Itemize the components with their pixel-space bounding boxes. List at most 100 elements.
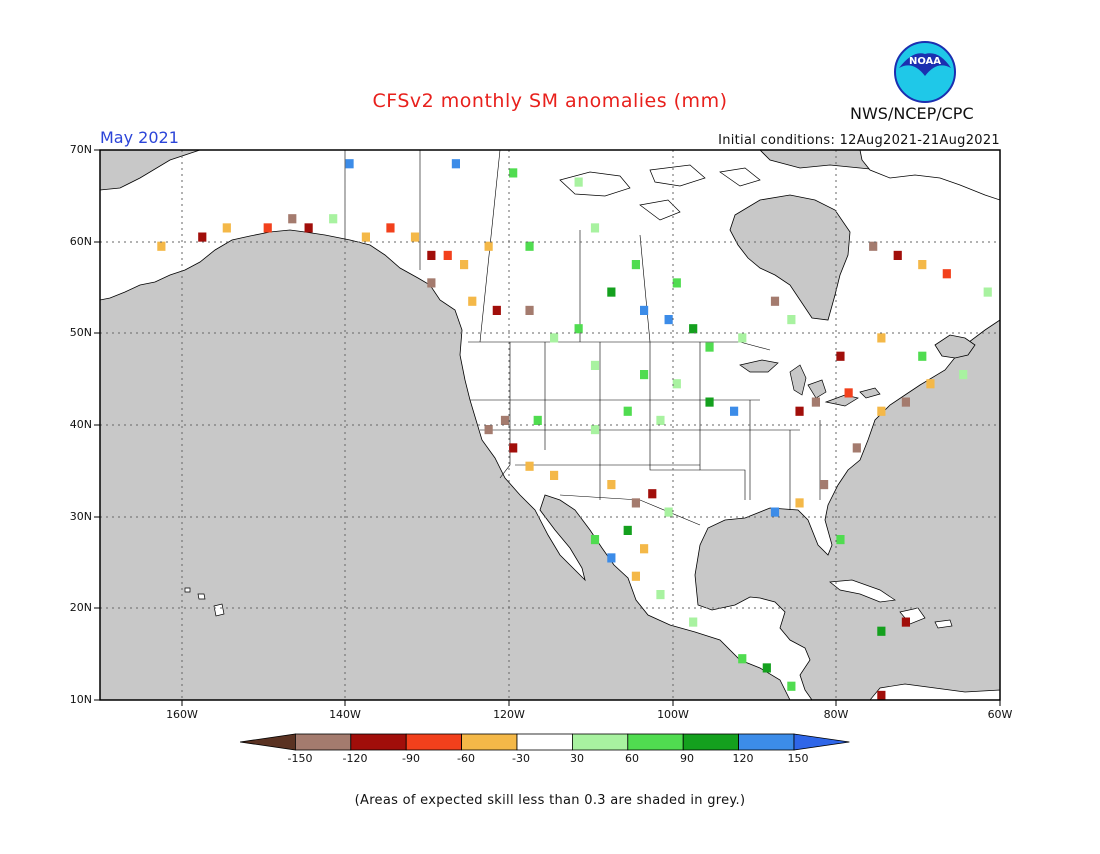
lat-label-60n: 60N bbox=[69, 235, 92, 248]
anomaly-cell bbox=[877, 406, 886, 416]
anomaly-cell bbox=[525, 241, 534, 251]
anomaly-cell bbox=[877, 626, 886, 636]
anomaly-cell bbox=[811, 397, 820, 407]
anomaly-cell bbox=[877, 333, 886, 343]
colorbar bbox=[239, 733, 865, 755]
greenland bbox=[859, 150, 1000, 201]
anomaly-cell bbox=[590, 223, 600, 233]
anomaly-cell bbox=[656, 415, 665, 425]
anomaly-cell bbox=[893, 250, 902, 260]
initial-conditions: Initial conditions: 12Aug2021-21Aug2021 bbox=[718, 133, 1000, 148]
logo-text: NOAA bbox=[909, 56, 941, 67]
anomaly-cell bbox=[770, 507, 780, 517]
lat-label-10n: 10N bbox=[69, 693, 92, 706]
anomaly-cell bbox=[795, 406, 804, 416]
noaa-logo: NOAA bbox=[893, 40, 957, 108]
anomaly-cell bbox=[263, 223, 272, 233]
anomaly-cell bbox=[623, 525, 632, 535]
colorbar-segment bbox=[295, 733, 352, 751]
anomaly-cell bbox=[550, 333, 559, 343]
colorbar-label-120: 120 bbox=[732, 752, 754, 765]
anomaly-cell bbox=[820, 480, 829, 490]
anomaly-cell bbox=[288, 214, 297, 224]
anomaly-cell bbox=[484, 241, 493, 251]
anomaly-cell bbox=[664, 315, 673, 325]
hawaii bbox=[184, 587, 225, 617]
anomaly-cell bbox=[386, 223, 395, 233]
anomaly-cell bbox=[509, 168, 518, 178]
lat-label-40n: 40N bbox=[69, 418, 92, 431]
lat-label-50n: 50N bbox=[69, 326, 92, 339]
anomaly-cell bbox=[762, 663, 771, 673]
anomaly-cell bbox=[787, 681, 796, 691]
logo-bird bbox=[899, 53, 951, 76]
colorbar-segment bbox=[350, 733, 407, 751]
anomaly-cell bbox=[640, 305, 649, 315]
colorbar-segment bbox=[738, 733, 795, 751]
anomaly-cell bbox=[361, 232, 370, 242]
anomaly-cell bbox=[640, 544, 649, 554]
colorbar-label-m90: -90 bbox=[402, 752, 420, 765]
anomaly-cell bbox=[533, 415, 542, 425]
anomaly-cell bbox=[1000, 297, 1008, 306]
anomaly-cell bbox=[222, 223, 231, 233]
colorbar-label-90: 90 bbox=[680, 752, 694, 765]
anomaly-cell bbox=[738, 654, 747, 664]
anomaly-cell bbox=[329, 214, 338, 224]
lon-label-160w: 160W bbox=[166, 708, 198, 721]
anomaly-cell bbox=[460, 260, 469, 270]
anomaly-cell bbox=[738, 333, 747, 343]
anomaly-cell bbox=[983, 287, 992, 297]
anomaly-cell bbox=[623, 406, 632, 416]
anomaly-cell bbox=[410, 232, 420, 242]
colorbar-segment bbox=[405, 733, 462, 751]
anomaly-cell bbox=[918, 351, 927, 361]
anomaly-cell bbox=[590, 360, 600, 370]
colorbar-segment bbox=[461, 733, 518, 751]
anomaly-cell bbox=[869, 241, 878, 251]
colorbar-segment bbox=[682, 733, 740, 751]
anomaly-cell bbox=[877, 690, 886, 700]
anomaly-cell bbox=[590, 535, 600, 545]
anomaly-cell bbox=[656, 590, 665, 600]
anomaly-cell bbox=[836, 351, 845, 361]
anomaly-cell bbox=[689, 324, 698, 334]
anomaly-cell bbox=[550, 470, 559, 480]
lon-label-140w: 140W bbox=[329, 708, 361, 721]
anomaly-cell bbox=[427, 278, 436, 288]
colorbar-arrow-high bbox=[793, 733, 850, 751]
colorbar-label-m30: -30 bbox=[512, 752, 530, 765]
anomaly-cell bbox=[664, 507, 673, 517]
anomaly-cell bbox=[574, 177, 583, 187]
anomaly-cell bbox=[672, 278, 681, 288]
anomaly-cell bbox=[787, 315, 796, 325]
anomaly-cell bbox=[484, 425, 493, 435]
colorbar-segment bbox=[571, 733, 629, 751]
great-lakes bbox=[739, 359, 881, 407]
anomaly-cell bbox=[640, 370, 649, 380]
skill-footnote: (Areas of expected skill less than 0.3 a… bbox=[354, 793, 746, 808]
anomaly-cell bbox=[730, 406, 739, 416]
anomaly-cell bbox=[705, 397, 714, 407]
south-america bbox=[869, 683, 1000, 700]
anomaly-cell bbox=[959, 370, 968, 380]
arctic-islands bbox=[559, 164, 761, 221]
hudson-bay bbox=[729, 194, 851, 321]
anomaly-cell bbox=[607, 553, 616, 563]
anomaly-cell bbox=[705, 342, 714, 352]
anomaly-cell bbox=[795, 498, 804, 508]
lon-label-120w: 120W bbox=[493, 708, 525, 721]
gulf-st-lawrence bbox=[934, 334, 976, 359]
anomaly-cell bbox=[198, 232, 207, 242]
anomaly-cell bbox=[844, 388, 853, 398]
colorbar-segment bbox=[627, 733, 684, 751]
anomaly-cell bbox=[345, 159, 354, 169]
colorbar-label-60: 60 bbox=[625, 752, 639, 765]
graticule bbox=[100, 150, 1000, 700]
anomaly-cell bbox=[509, 443, 518, 453]
anomaly-cell bbox=[443, 250, 452, 260]
anomaly-cell bbox=[942, 269, 951, 279]
anomaly-cell bbox=[304, 223, 313, 233]
